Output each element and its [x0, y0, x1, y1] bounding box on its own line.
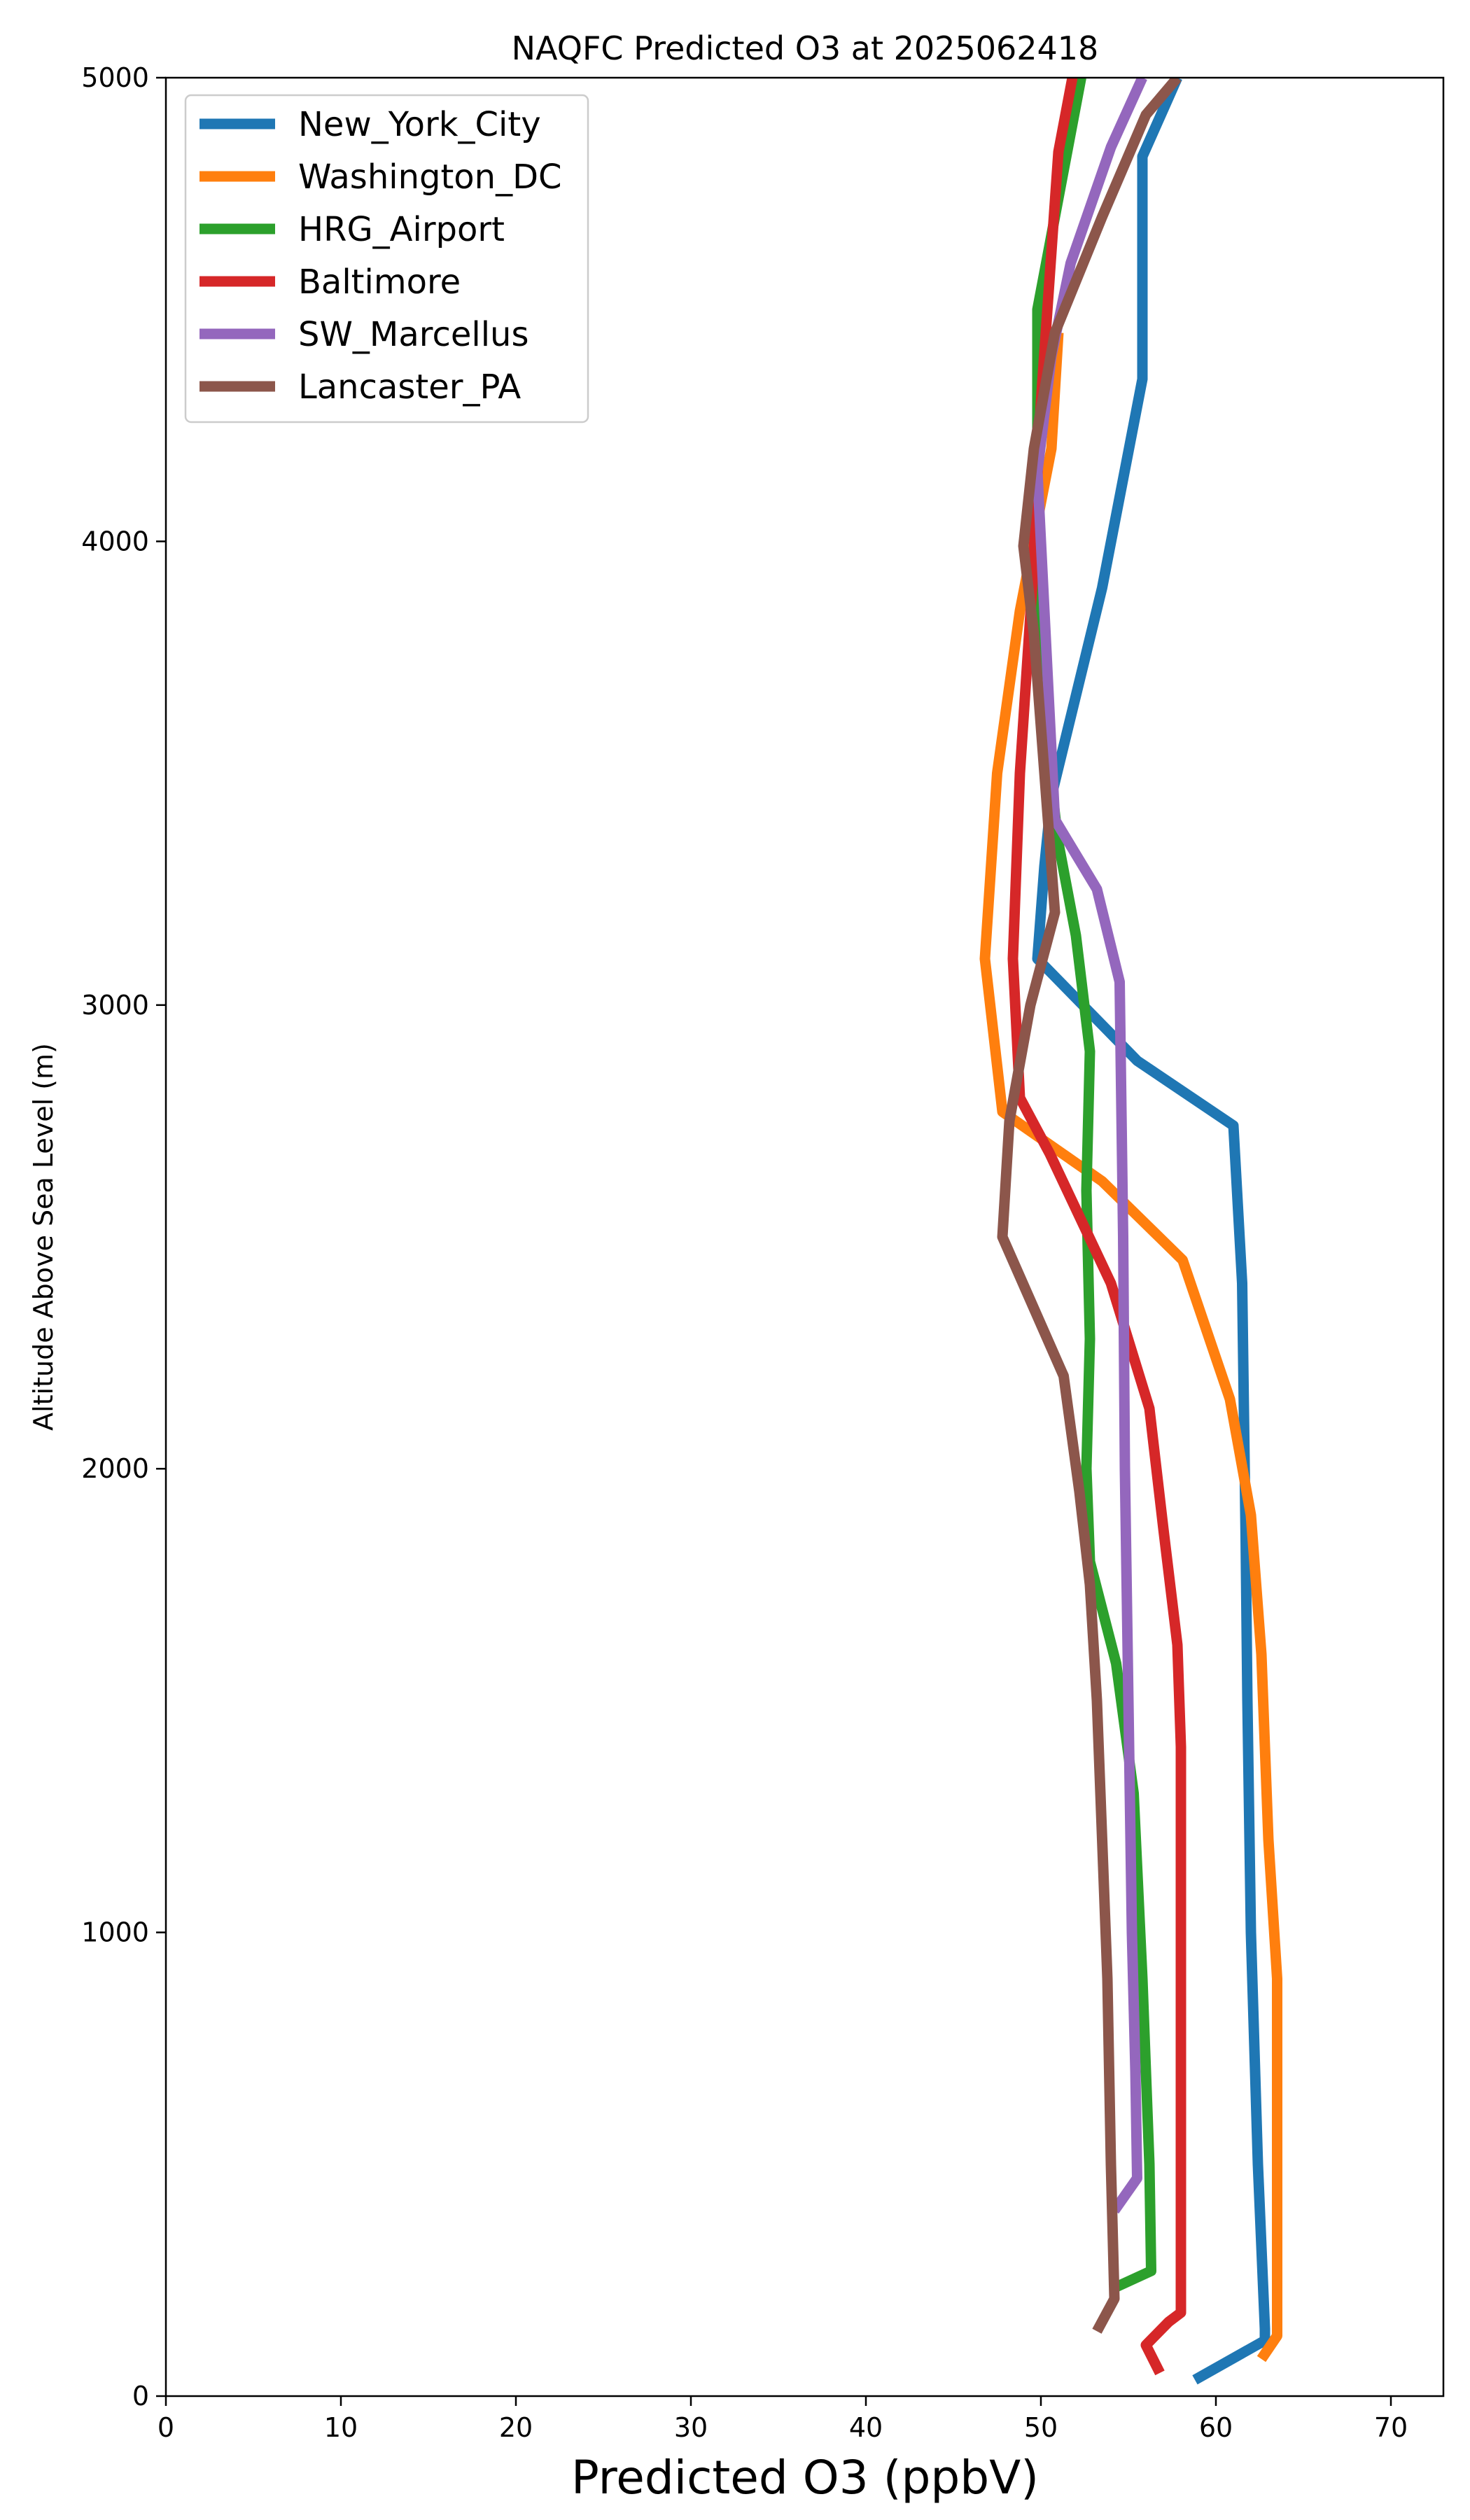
y-tick-label: 1000: [81, 1917, 149, 1948]
x-tick-label: 40: [849, 2412, 883, 2443]
y-tick-label: 0: [132, 2381, 149, 2412]
legend-label-sw-marcellus: SW_Marcellus: [298, 315, 528, 354]
x-tick-label: 50: [1024, 2412, 1058, 2443]
series-lines: [979, 78, 1282, 2385]
legend-label-baltimore: Baltimore: [298, 262, 461, 302]
x-tick-label: 30: [674, 2412, 708, 2443]
series-line-lancaster-pa: [997, 78, 1182, 2334]
y-tick-label: 3000: [81, 990, 149, 1021]
x-tick-label: 10: [324, 2412, 358, 2443]
x-axis-label: Predicted O3 (ppbV): [571, 2451, 1039, 2505]
x-tick-label: 60: [1199, 2412, 1233, 2443]
series-line-new-york-city: [1032, 78, 1270, 2385]
series-line-washington-dc: [979, 332, 1282, 2362]
chart-title: NAQFC Predicted O3 at 2025062418: [512, 29, 1099, 67]
legend-label-hrg-airport: HRG_Airport: [298, 210, 505, 249]
legend: New_York_City Washington_DC HRG_Airport Bal…: [184, 94, 589, 424]
legend-label-new-york-city: New_York_City: [298, 105, 541, 144]
x-axis-ticks: 0 10 20 30 40 50 60 70: [158, 2396, 1408, 2443]
y-tick-label: 2000: [81, 1453, 149, 1484]
y-axis-ticks: 0 1000 2000 3000 4000 5000: [81, 62, 166, 2412]
legend-label-washington-dc: Washington_DC: [298, 158, 562, 197]
y-tick-label: 4000: [81, 526, 149, 556]
x-tick-label: 70: [1374, 2412, 1408, 2443]
y-axis-label: Altitude Above Sea Level (m): [28, 1043, 59, 1431]
plot-frame: [164, 76, 1445, 2398]
legend-label-lancaster-pa: Lancaster_PA: [298, 368, 521, 407]
x-tick-label: 20: [499, 2412, 533, 2443]
legend-box: [184, 94, 589, 424]
x-tick-label: 0: [158, 2412, 174, 2443]
y-tick-label: 5000: [81, 62, 149, 93]
